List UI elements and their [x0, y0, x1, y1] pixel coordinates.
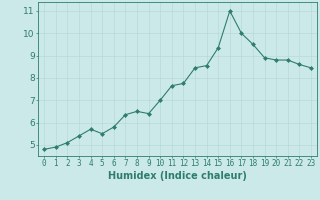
- X-axis label: Humidex (Indice chaleur): Humidex (Indice chaleur): [108, 171, 247, 181]
